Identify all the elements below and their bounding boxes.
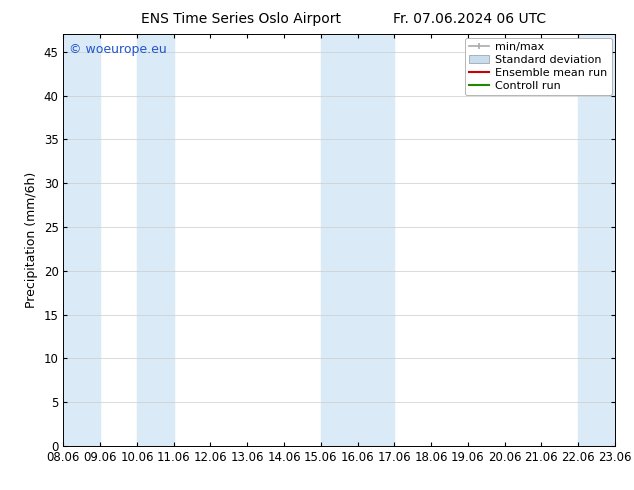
Text: Fr. 07.06.2024 06 UTC: Fr. 07.06.2024 06 UTC: [392, 12, 546, 26]
Legend: min/max, Standard deviation, Ensemble mean run, Controll run: min/max, Standard deviation, Ensemble me…: [465, 38, 612, 95]
Bar: [63, 34, 100, 446]
Bar: [321, 34, 394, 446]
Y-axis label: Precipitation (mm/6h): Precipitation (mm/6h): [25, 172, 38, 308]
Text: ENS Time Series Oslo Airport: ENS Time Series Oslo Airport: [141, 12, 341, 26]
Bar: [137, 34, 174, 446]
Bar: [578, 34, 615, 446]
Text: © woeurope.eu: © woeurope.eu: [69, 43, 167, 55]
